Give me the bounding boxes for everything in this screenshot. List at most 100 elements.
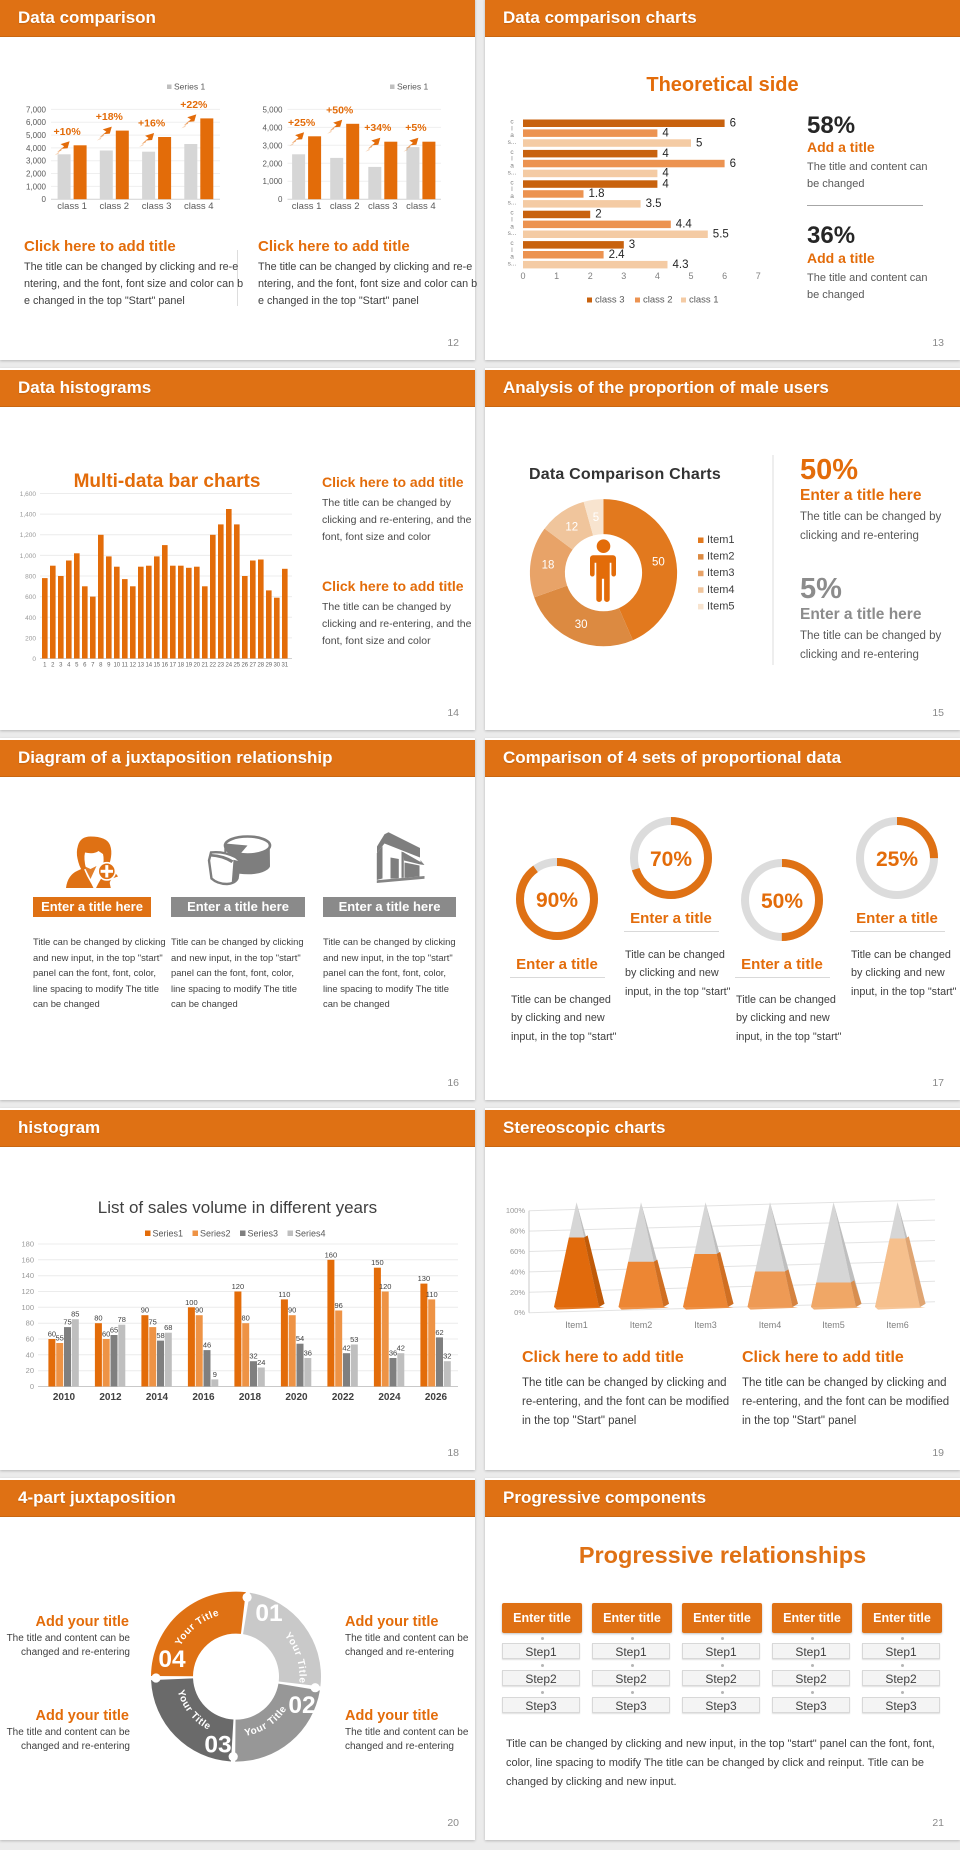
svg-text:0: 0 xyxy=(30,1382,34,1391)
svg-text:50%: 50% xyxy=(761,890,803,913)
svg-text:0: 0 xyxy=(32,656,36,663)
svg-text:12: 12 xyxy=(129,663,136,669)
svg-text:120: 120 xyxy=(21,1287,34,1296)
svg-text:+34%: +34% xyxy=(364,122,392,134)
svg-text:7,000: 7,000 xyxy=(26,105,47,114)
svg-text:3.5: 3.5 xyxy=(646,198,662,210)
svg-text:130: 130 xyxy=(418,1274,431,1283)
svg-text:90: 90 xyxy=(195,1306,203,1315)
svg-text:s...: s... xyxy=(508,230,517,237)
svg-text:04: 04 xyxy=(158,1646,186,1673)
svg-text:Item5: Item5 xyxy=(822,1320,845,1330)
svg-text:s...: s... xyxy=(508,139,517,146)
svg-text:53: 53 xyxy=(350,1335,358,1344)
svg-text:2,000: 2,000 xyxy=(26,170,47,179)
svg-text:2020: 2020 xyxy=(285,1392,308,1403)
svg-text:6: 6 xyxy=(730,118,736,130)
svg-text:24: 24 xyxy=(225,663,232,669)
svg-text:60: 60 xyxy=(26,1335,34,1344)
svg-text:class 3: class 3 xyxy=(142,201,172,212)
svg-text:55: 55 xyxy=(56,1334,64,1343)
svg-text:2016: 2016 xyxy=(192,1392,215,1403)
svg-text:200: 200 xyxy=(25,635,36,642)
svg-text:2,000: 2,000 xyxy=(262,159,283,168)
svg-text:5,000: 5,000 xyxy=(262,105,283,114)
svg-text:25: 25 xyxy=(233,663,240,669)
svg-text:5: 5 xyxy=(688,271,693,281)
svg-text:3,000: 3,000 xyxy=(262,141,283,150)
svg-text:30: 30 xyxy=(575,619,588,631)
svg-text:a: a xyxy=(510,163,514,170)
svg-text:+10%: +10% xyxy=(54,126,82,138)
svg-text:120: 120 xyxy=(232,1282,245,1291)
svg-text:18: 18 xyxy=(542,559,555,571)
svg-text:class 3: class 3 xyxy=(368,201,398,212)
svg-text:01: 01 xyxy=(255,1600,282,1627)
svg-text:Series4: Series4 xyxy=(295,1229,326,1239)
svg-text:4: 4 xyxy=(655,271,660,281)
svg-text:l: l xyxy=(511,186,513,193)
svg-text:2.4: 2.4 xyxy=(609,249,626,261)
svg-text:l: l xyxy=(511,125,513,132)
svg-text:1,400: 1,400 xyxy=(20,512,37,519)
svg-text:3: 3 xyxy=(629,239,635,251)
svg-text:36: 36 xyxy=(304,1349,312,1358)
svg-text:50: 50 xyxy=(652,556,665,568)
svg-text:60%: 60% xyxy=(510,1247,525,1256)
svg-text:28: 28 xyxy=(257,663,264,669)
svg-text:6: 6 xyxy=(730,158,736,170)
svg-text:Item5: Item5 xyxy=(707,600,735,612)
svg-text:Item4: Item4 xyxy=(759,1320,782,1330)
svg-text:Item6: Item6 xyxy=(886,1320,909,1330)
svg-text:110: 110 xyxy=(278,1290,290,1299)
svg-text:5: 5 xyxy=(593,512,599,524)
svg-text:46: 46 xyxy=(203,1341,211,1350)
svg-text:class 2: class 2 xyxy=(100,201,130,212)
svg-text:80: 80 xyxy=(26,1319,34,1328)
svg-text:14: 14 xyxy=(145,663,152,669)
svg-text:1: 1 xyxy=(43,663,47,669)
svg-text:78: 78 xyxy=(118,1315,126,1324)
svg-text:24: 24 xyxy=(257,1358,265,1367)
svg-text:60: 60 xyxy=(48,1330,56,1339)
svg-text:4: 4 xyxy=(662,148,669,160)
svg-text:18: 18 xyxy=(177,663,184,669)
svg-text:400: 400 xyxy=(25,615,36,622)
svg-text:0: 0 xyxy=(42,195,47,204)
svg-text:s...: s... xyxy=(508,200,517,207)
svg-text:4,000: 4,000 xyxy=(262,123,283,132)
svg-text:5: 5 xyxy=(75,663,79,669)
svg-text:17: 17 xyxy=(169,663,176,669)
svg-text:4.3: 4.3 xyxy=(673,259,689,271)
svg-text:2: 2 xyxy=(588,271,593,281)
svg-text:58: 58 xyxy=(156,1331,164,1340)
svg-text:9: 9 xyxy=(107,663,111,669)
svg-text:20%: 20% xyxy=(510,1288,525,1297)
svg-text:100: 100 xyxy=(21,1303,34,1312)
svg-text:70%: 70% xyxy=(650,848,692,871)
svg-text:Series1: Series1 xyxy=(153,1229,184,1239)
svg-text:5.5: 5.5 xyxy=(713,229,729,241)
svg-text:c: c xyxy=(510,210,514,217)
svg-text:1.8: 1.8 xyxy=(589,188,605,200)
svg-text:6: 6 xyxy=(722,271,727,281)
svg-text:100%: 100% xyxy=(506,1206,526,1215)
svg-text:9: 9 xyxy=(213,1370,217,1379)
svg-text:54: 54 xyxy=(296,1334,304,1343)
svg-text:Series3: Series3 xyxy=(248,1229,279,1239)
svg-text:40%: 40% xyxy=(510,1267,525,1276)
svg-text:110: 110 xyxy=(426,1290,438,1299)
svg-text:class 4: class 4 xyxy=(406,201,436,212)
svg-text:1,000: 1,000 xyxy=(20,553,37,560)
svg-text:s...: s... xyxy=(508,261,517,268)
svg-text:75: 75 xyxy=(149,1318,157,1327)
svg-text:1,000: 1,000 xyxy=(262,177,283,186)
svg-text:13: 13 xyxy=(137,663,144,669)
svg-text:1,200: 1,200 xyxy=(20,532,37,539)
svg-text:Item1: Item1 xyxy=(565,1320,588,1330)
svg-text:a: a xyxy=(510,254,514,261)
svg-text:Item2: Item2 xyxy=(707,551,735,563)
svg-text:25%: 25% xyxy=(876,848,918,871)
svg-text:02: 02 xyxy=(288,1692,315,1719)
svg-text:29: 29 xyxy=(265,663,272,669)
